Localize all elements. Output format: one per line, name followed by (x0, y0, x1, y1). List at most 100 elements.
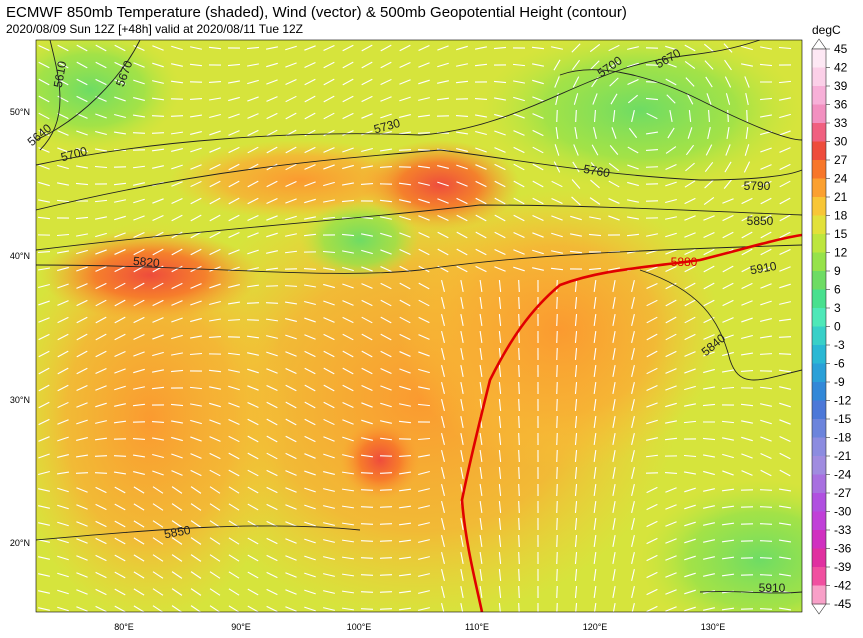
wind-arrow (593, 500, 597, 514)
lat-label: 40°N (10, 251, 30, 261)
wind-arrow (684, 572, 696, 578)
wind-arrow (190, 554, 202, 562)
wind-arrow (171, 554, 183, 562)
wind-arrow (38, 418, 50, 426)
wind-arrow (778, 80, 792, 84)
wind-arrow (151, 420, 165, 424)
wind-arrow (513, 231, 525, 239)
wind-arrow (441, 382, 445, 394)
wind-arrow (518, 500, 520, 514)
wind-arrow (75, 216, 89, 220)
wind-arrow (266, 146, 278, 154)
wind-arrow (759, 523, 773, 525)
wind-arrow (228, 214, 240, 222)
lat-label: 30°N (10, 395, 30, 405)
wind-arrow (778, 369, 792, 373)
colorbar-label: -33 (834, 523, 852, 537)
wind-arrow (704, 161, 714, 173)
wind-arrow (95, 571, 107, 579)
wind-arrow (228, 249, 240, 255)
wind-arrow (151, 115, 165, 117)
wind-arrow (323, 522, 335, 526)
wind-arrow (498, 534, 502, 548)
wind-arrow (304, 164, 316, 170)
wind-arrow (246, 319, 260, 321)
wind-arrow (498, 398, 502, 412)
wind-arrow (631, 501, 635, 513)
colorbar-label: -9 (834, 375, 845, 389)
wind-arrow (646, 283, 658, 289)
wind-arrow (779, 130, 791, 136)
wind-arrow (687, 127, 693, 139)
wind-arrow (759, 353, 773, 355)
wind-arrow (95, 367, 107, 375)
wind-arrow (247, 368, 259, 374)
wind-arrow (399, 96, 411, 102)
wind-arrow (151, 132, 165, 134)
wind-arrow (133, 79, 145, 85)
wind-arrow (76, 606, 88, 612)
colorbar-segment (812, 178, 826, 198)
wind-arrow (38, 350, 50, 358)
wind-arrow (361, 419, 373, 425)
wind-arrow (612, 382, 616, 394)
wind-arrow (208, 336, 222, 338)
wind-arrow (554, 144, 560, 156)
wind-arrow (574, 347, 578, 361)
wind-arrow (228, 402, 240, 408)
wind-arrow (152, 503, 164, 511)
wind-arrow (247, 79, 259, 85)
wind-arrow (361, 44, 373, 52)
wind-arrow (574, 483, 578, 497)
wind-arrow (574, 313, 578, 327)
wind-arrow (479, 381, 483, 395)
wind-arrow (779, 283, 791, 289)
wind-arrow (171, 63, 183, 67)
wind-arrow (494, 214, 506, 222)
wind-arrow (779, 469, 791, 477)
wind-arrow (706, 93, 712, 105)
wind-arrow (779, 419, 791, 425)
wind-arrow (190, 131, 202, 135)
wind-arrow (76, 402, 88, 408)
wind-arrow (247, 163, 259, 171)
wind-arrow (341, 573, 355, 577)
wind-arrow (285, 146, 297, 154)
wind-arrow (57, 589, 69, 595)
wind-arrow (398, 522, 412, 526)
wind-arrow (341, 182, 355, 186)
wind-arrow (612, 569, 616, 581)
wind-arrow (284, 250, 298, 254)
wind-arrow (152, 453, 164, 459)
wind-arrow (418, 97, 430, 101)
wind-arrow (627, 164, 639, 170)
wind-arrow (379, 540, 393, 542)
wind-arrow (265, 302, 279, 304)
wind-arrow (323, 317, 335, 323)
colorbar-segment (812, 437, 826, 457)
wind-arrow (209, 300, 221, 306)
wind-arrow (665, 420, 677, 424)
wind-arrow (266, 198, 278, 204)
wind-arrow (114, 299, 126, 307)
contour-label: 5910 (759, 581, 786, 595)
wind-arrow (646, 419, 658, 425)
wind-arrow (113, 471, 127, 475)
wind-arrow (556, 551, 558, 565)
wind-arrow (133, 182, 145, 186)
wind-arrow (323, 61, 335, 69)
wind-arrow (441, 399, 445, 411)
wind-arrow (266, 215, 278, 221)
wind-arrow (741, 231, 753, 239)
wind-arrow (759, 574, 773, 576)
wind-arrow (38, 401, 50, 409)
wind-arrow (723, 43, 733, 53)
wind-arrow (95, 537, 107, 545)
wind-arrow (94, 165, 108, 169)
wind-arrow (556, 432, 558, 446)
wind-arrow (498, 568, 502, 582)
wind-arrow (532, 232, 544, 238)
wind-arrow (593, 313, 597, 327)
wind-arrow (741, 300, 753, 306)
